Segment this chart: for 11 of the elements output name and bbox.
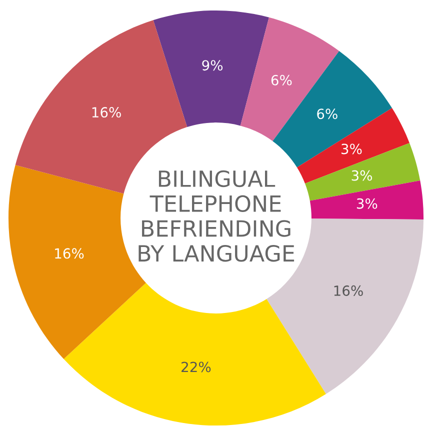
data-label: 3%	[352, 170, 372, 181]
data-label: 6%	[317, 108, 338, 120]
data-label: 6%	[271, 74, 292, 86]
data-label: 3%	[342, 144, 362, 154]
data-label: 16%	[55, 248, 84, 259]
data-label: 22%	[182, 362, 211, 372]
data-label: 16%	[334, 285, 363, 296]
text: BILINGUAL TELEPHONE BEFRIENDING BY LANGUAGE	[138, 170, 294, 262]
data-label: 16%	[92, 107, 121, 118]
data-label: 9%	[202, 60, 223, 71]
data-label: 3%	[356, 198, 378, 209]
